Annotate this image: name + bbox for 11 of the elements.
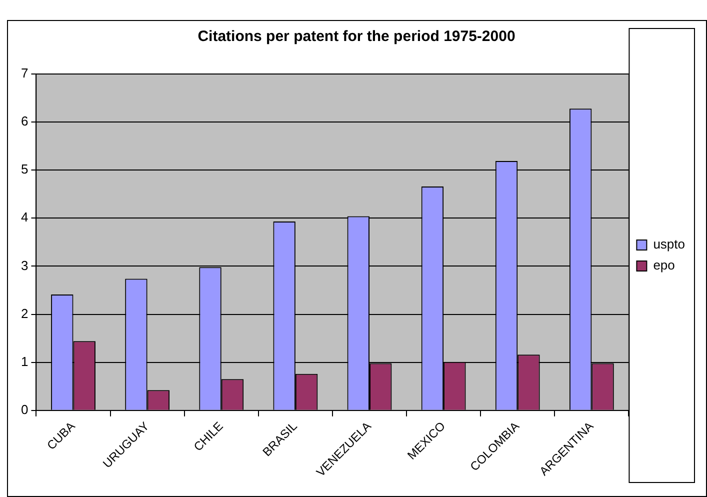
legend-label: epo bbox=[653, 258, 675, 273]
y-tick-label: 5 bbox=[20, 162, 28, 177]
chart-title: Citations per patent for the period 1975-2000 bbox=[198, 28, 516, 46]
y-tick-label: 3 bbox=[20, 258, 28, 273]
y-tick-label: 4 bbox=[20, 210, 28, 225]
y-tick-label: 0 bbox=[20, 402, 28, 417]
y-tick-label: 7 bbox=[20, 66, 28, 81]
legend-label: uspto bbox=[653, 236, 686, 252]
y-tick-label: 1 bbox=[20, 354, 28, 369]
y-tick-label: 2 bbox=[20, 306, 28, 321]
y-tick-label: 6 bbox=[20, 114, 28, 129]
